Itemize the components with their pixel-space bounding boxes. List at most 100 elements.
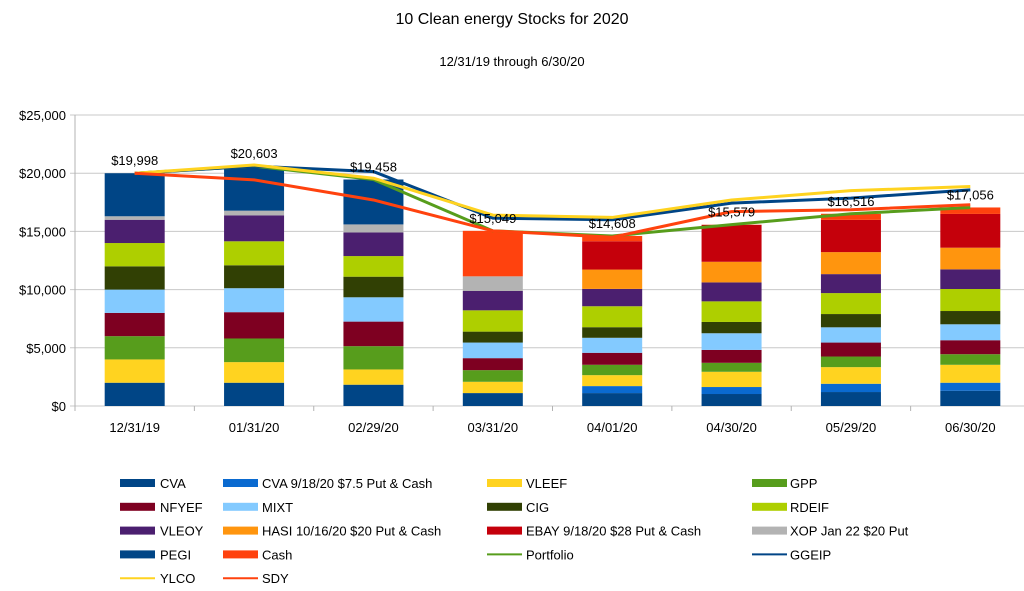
bar-segment-cva xyxy=(224,382,285,406)
bar-segment-hasi-10-16-20-20-put-cash xyxy=(940,247,1001,270)
legend-label: CVA xyxy=(160,476,186,491)
lines xyxy=(134,163,971,239)
bar-segment-hasi-10-16-20-20-put-cash xyxy=(701,261,762,283)
bar-segment-rdeif xyxy=(582,306,643,328)
legend-label: MIXT xyxy=(262,500,293,515)
bar-segment-cig xyxy=(820,314,881,328)
legend-swatch xyxy=(223,550,258,559)
legend: CVA CVA 9/18/20 $7.5 Put & Cash VLEEF GPP NF… xyxy=(120,476,909,586)
bar-segment-mixt xyxy=(820,327,881,343)
bar-segment-nfyef xyxy=(701,349,762,363)
bar-segment-ebay-9-18-20-28-put-cash xyxy=(940,213,1001,248)
legend-label: CVA 9/18/20 $7.5 Put & Cash xyxy=(262,476,432,491)
bar-segment-cva-9-18-20-7-5-put-cash xyxy=(701,387,762,395)
y-tick-label: $5,000 xyxy=(26,341,66,356)
legend-swatch xyxy=(120,479,155,487)
legend-label: PEGI xyxy=(160,547,191,562)
bar-segment-cva xyxy=(104,382,165,406)
bar-segment-mixt xyxy=(462,342,523,359)
bar-segment-nfyef xyxy=(462,358,523,371)
bar-segment-vleoy xyxy=(582,288,643,307)
bar-segment-gpp xyxy=(940,354,1001,365)
y-tick-label: $0 xyxy=(52,399,66,414)
x-tick-label: 04/01/20 xyxy=(587,420,638,435)
bar-segment-nfyef xyxy=(940,340,1001,355)
bar-segment-rdeif xyxy=(104,243,165,267)
bar-segment-cig xyxy=(462,331,523,343)
bar-segment-vleoy xyxy=(343,232,404,257)
bar-segment-vleef xyxy=(462,381,523,394)
legend-label: EBAY 9/18/20 $28 Put & Cash xyxy=(526,524,701,539)
bar-segment-nfyef xyxy=(224,312,285,339)
bar-segment-mixt xyxy=(701,333,762,350)
bar-segment-cva xyxy=(582,393,643,406)
total-data-label: $16,516 xyxy=(827,194,874,209)
bar-segment-rdeif xyxy=(343,256,404,277)
bar-segment-gpp xyxy=(224,338,285,363)
bar-segment-gpp xyxy=(462,370,523,382)
bar-segment-rdeif xyxy=(701,301,762,322)
bar-segment-cva-9-18-20-7-5-put-cash xyxy=(820,383,881,393)
bar-segment-vleoy xyxy=(104,219,165,244)
bar-segment-rdeif xyxy=(224,241,285,266)
bar-segment-cva xyxy=(343,384,404,406)
bar-segment-vleef xyxy=(343,369,404,385)
bar-segment-rdeif xyxy=(940,289,1001,312)
bar-segment-cig xyxy=(582,327,643,338)
legend-label: SDY xyxy=(262,571,289,586)
bar-segment-pegi xyxy=(104,173,165,217)
bar-segment-gpp xyxy=(820,356,881,368)
legend-label: YLCO xyxy=(160,571,195,586)
x-tick-label: 12/31/19 xyxy=(109,420,160,435)
x-tick-label: 06/30/20 xyxy=(945,420,996,435)
bar-segment-vleef xyxy=(820,367,881,384)
legend-swatch xyxy=(752,502,787,511)
bar-segment-mixt xyxy=(940,324,1001,341)
bar-segment-vleef xyxy=(104,359,165,383)
legend-swatch xyxy=(120,502,155,511)
bar-segment-xop-jan-22-20-put xyxy=(104,216,165,220)
legend-swatch xyxy=(487,502,522,511)
bar-segment-vleoy xyxy=(462,290,523,311)
bar-segment-gpp xyxy=(343,346,404,370)
legend-label: CIG xyxy=(526,500,549,515)
bar-segment-gpp xyxy=(582,364,643,376)
bar-segment-vleoy xyxy=(701,282,762,302)
total-data-label: $15,049 xyxy=(469,211,516,226)
x-tick-label: 03/31/20 xyxy=(468,420,519,435)
bar-segment-vleoy xyxy=(940,269,1001,290)
x-tick-label: 05/29/20 xyxy=(826,420,877,435)
bar-segment-xop-jan-22-20-put xyxy=(224,210,285,216)
bar-segment-pegi xyxy=(224,166,285,211)
bar-segment-nfyef xyxy=(820,342,881,357)
bar-segment-mixt xyxy=(104,289,165,313)
total-data-label: $15,579 xyxy=(708,205,755,220)
bar-segment-xop-jan-22-20-put xyxy=(343,224,404,233)
total-data-label: $19,998 xyxy=(111,153,158,168)
total-data-label: $19,458 xyxy=(350,160,397,175)
bar-segment-vleef xyxy=(224,362,285,383)
bar-segment-nfyef xyxy=(343,321,404,347)
bar-segment-cig xyxy=(343,276,404,298)
line-ylco xyxy=(134,163,971,219)
legend-label: GPP xyxy=(790,476,817,491)
y-tick-label: $10,000 xyxy=(19,283,66,298)
line-sdy xyxy=(134,171,971,239)
chart-subtitle: 12/31/19 through 6/30/20 xyxy=(439,54,584,69)
bar-segment-xop-jan-22-20-put xyxy=(462,276,523,291)
bar-segment-cva xyxy=(940,390,1001,406)
y-axis-ticks: $0 $5,000 $10,000 $15,000 $20,000 $25,000 xyxy=(19,108,66,414)
x-tick-label: 04/30/20 xyxy=(706,420,757,435)
chart-title: 10 Clean energy Stocks for 2020 xyxy=(395,11,628,28)
legend-swatch xyxy=(487,479,522,487)
legend-label: VLEOY xyxy=(160,524,204,539)
bar-segment-vleoy xyxy=(820,274,881,294)
bar-segment-cva xyxy=(701,394,762,406)
bar-segment-cig xyxy=(224,265,285,289)
y-tick-label: $20,000 xyxy=(19,166,66,181)
bar-segment-vleef xyxy=(940,364,1001,383)
legend-swatch xyxy=(752,526,787,535)
legend-swatch xyxy=(223,502,258,511)
legend-swatch xyxy=(120,550,155,559)
legend-label: XOP Jan 22 $20 Put xyxy=(790,524,909,539)
